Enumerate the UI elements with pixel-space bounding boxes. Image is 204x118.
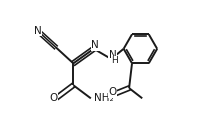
Text: NH₂: NH₂ [93, 93, 113, 103]
Text: N: N [34, 26, 41, 36]
Text: H: H [111, 56, 118, 65]
Text: O: O [49, 93, 58, 103]
Text: N: N [91, 40, 99, 50]
Text: N: N [108, 50, 116, 60]
Text: O: O [108, 87, 116, 97]
